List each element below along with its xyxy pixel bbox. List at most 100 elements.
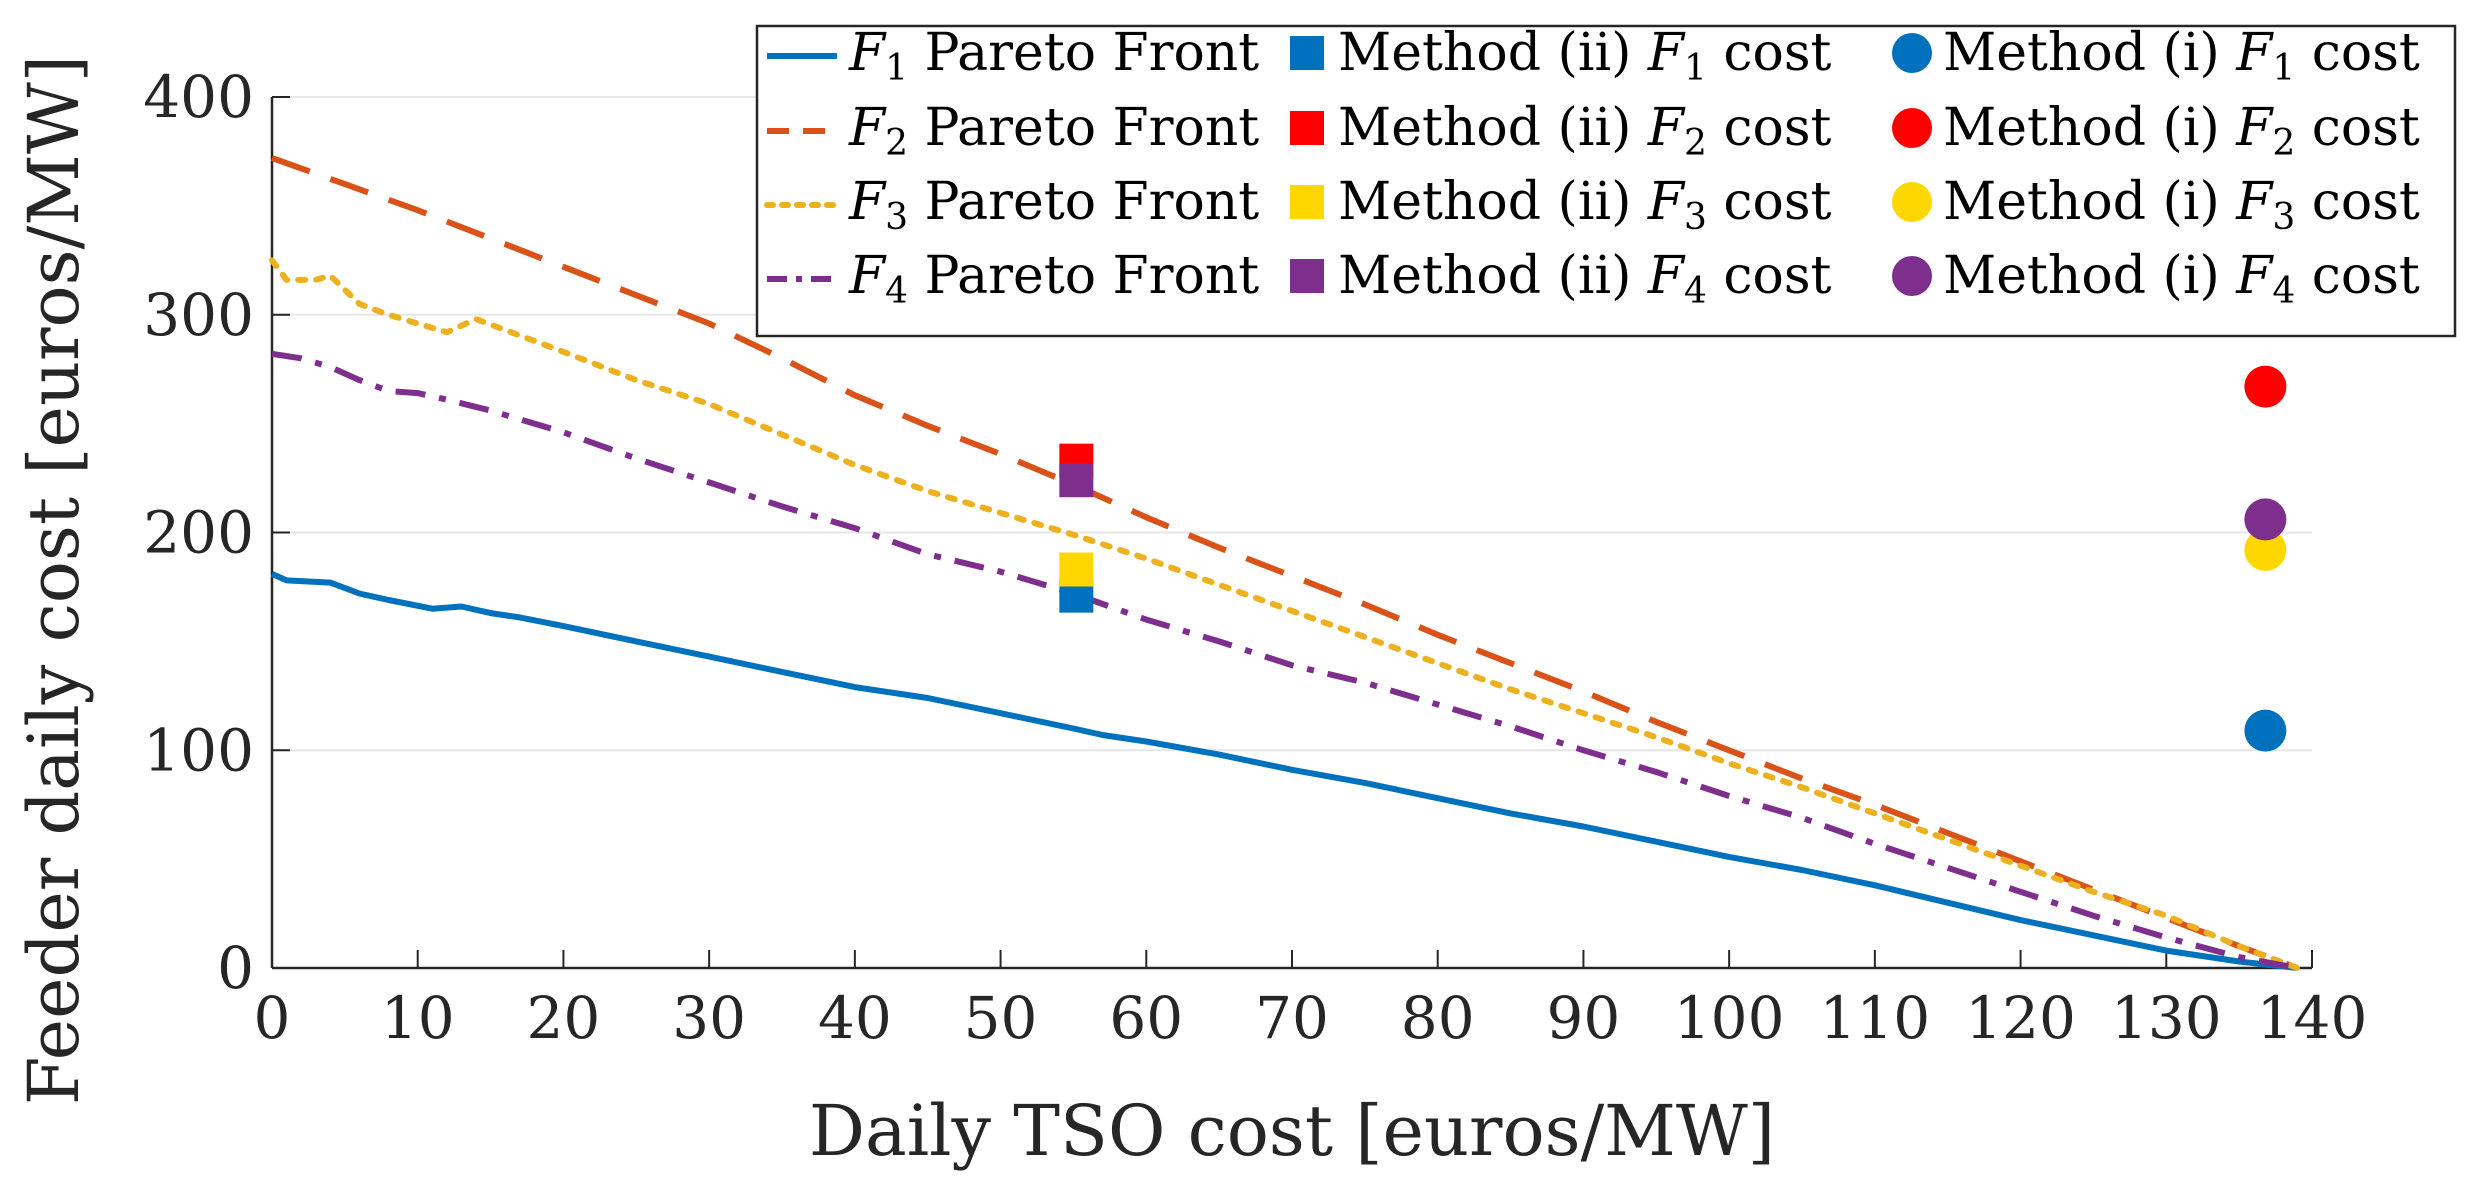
- legend-text-part: 3: [885, 197, 908, 238]
- legend-text-part: Method (ii): [1338, 172, 1648, 232]
- legend-label-series-3: F3 Pareto Front: [848, 172, 1259, 238]
- x-axis-title: Daily TSO cost [euros/MW]: [809, 1090, 1775, 1172]
- legend-text-part: 3: [1684, 197, 1707, 238]
- legend-text-part: F: [2235, 23, 2274, 83]
- legend-text-part: 1: [2272, 48, 2295, 89]
- legend-text-part: F: [848, 172, 887, 232]
- x-tick-label: 140: [2257, 984, 2368, 1052]
- legend-text-part: Pareto Front: [908, 98, 1259, 158]
- legend-text-part: 4: [885, 271, 908, 312]
- series-line-1: [270, 571, 2298, 971]
- legend-swatch-circle-1: [1892, 33, 1932, 73]
- marker-layer: [1059, 365, 2287, 752]
- legend-text-part: Method (i): [1943, 98, 2236, 158]
- x-tick-label: 80: [1401, 984, 1475, 1052]
- x-tick-label: 130: [2111, 984, 2222, 1052]
- y-tick-label: 300: [143, 281, 254, 349]
- marker-circle-2: [2244, 365, 2287, 408]
- legend-text-part: cost: [2295, 98, 2420, 158]
- legend-text-part: Pareto Front: [908, 23, 1259, 83]
- legend-label-marker-circle-1: Method (i) F1 cost: [1943, 23, 2420, 89]
- legend-text-part: 4: [2272, 271, 2295, 312]
- legend-text-part: Method (ii): [1338, 23, 1648, 83]
- marker-circle-4: [2244, 498, 2287, 541]
- legend-text-part: cost: [1707, 246, 1832, 306]
- legend-swatch-square-1: [1290, 36, 1324, 70]
- y-tick-label: 200: [143, 499, 254, 567]
- legend-text-part: F: [848, 98, 887, 158]
- legend-swatch-square-3: [1290, 185, 1324, 219]
- legend-text-part: F: [1647, 172, 1686, 232]
- legend-text-part: 2: [885, 123, 908, 164]
- x-tick-label: 60: [1109, 984, 1183, 1052]
- legend-text-part: cost: [1707, 172, 1832, 232]
- legend-label-series-2: F2 Pareto Front: [848, 98, 1259, 164]
- axes-layer: 0 10 20 30 40 50 60 70 80 90 100 110 120 130 140 0 100 20…: [143, 63, 2367, 1052]
- x-tick-label: 100: [1674, 984, 1785, 1052]
- legend-text-part: F: [2235, 98, 2274, 158]
- legend-swatch-square-4: [1290, 259, 1324, 293]
- legend-swatch-circle-2: [1892, 108, 1932, 148]
- legend-text-part: F: [1647, 98, 1686, 158]
- x-tick-label: 20: [527, 984, 601, 1052]
- legend-text-part: Pareto Front: [908, 246, 1259, 306]
- x-tick-label: 40: [818, 984, 892, 1052]
- legend-swatch-square-2: [1290, 111, 1324, 145]
- series-line-4: [271, 350, 2298, 971]
- legend-text-part: Method (ii): [1338, 246, 1648, 306]
- legend-label-marker-square-1: Method (ii) F1 cost: [1338, 23, 1832, 89]
- legend-label-marker-square-3: Method (ii) F3 cost: [1338, 172, 1832, 238]
- marker-square-3: [1059, 552, 1094, 587]
- legend-label-series-4: F4 Pareto Front: [848, 246, 1259, 312]
- series-line-2: [270, 155, 2299, 971]
- legend-text-part: Method (i): [1943, 172, 2236, 232]
- marker-circle-1: [2244, 709, 2287, 752]
- legend-text-part: F: [1647, 246, 1686, 306]
- legend-text-part: 2: [2272, 123, 2295, 164]
- x-tick-label: 70: [1255, 984, 1329, 1052]
- legend-label-marker-circle-2: Method (i) F2 cost: [1943, 98, 2420, 164]
- x-tick-label: 50: [964, 984, 1038, 1052]
- legend-text-part: cost: [2295, 172, 2420, 232]
- y-tick-label: 100: [143, 716, 254, 784]
- legend-text-part: Method (i): [1943, 23, 2236, 83]
- legend-text-part: Method (i): [1943, 246, 2236, 306]
- x-tick-label: 10: [381, 984, 455, 1052]
- legend-text-part: 2: [1684, 123, 1707, 164]
- x-tick-label: 30: [672, 984, 746, 1052]
- x-tick-label: 0: [254, 984, 291, 1052]
- legend-text-part: Method (ii): [1338, 98, 1648, 158]
- y-tick-label: 400: [143, 63, 254, 131]
- legend-label-marker-circle-3: Method (i) F3 cost: [1943, 172, 2420, 238]
- legend-text-part: 3: [2272, 197, 2295, 238]
- marker-square-4: [1059, 463, 1094, 498]
- legend-label-marker-square-4: Method (ii) F4 cost: [1338, 246, 1832, 312]
- legend-text-part: Pareto Front: [908, 172, 1259, 232]
- legend-swatch-circle-3: [1892, 182, 1932, 222]
- legend-text-part: cost: [2295, 23, 2420, 83]
- legend-text-part: F: [2235, 172, 2274, 232]
- legend-label-series-1: F1 Pareto Front: [848, 23, 1259, 89]
- x-tick-label: 110: [1819, 984, 1930, 1052]
- legend-text-part: F: [2235, 246, 2274, 306]
- series-line-3: [269, 257, 2301, 971]
- legend-swatch-circle-4: [1892, 256, 1932, 296]
- legend-text-part: cost: [1707, 23, 1832, 83]
- legend-label-marker-square-2: Method (ii) F2 cost: [1338, 98, 1832, 164]
- legend-label-marker-circle-4: Method (i) F4 cost: [1943, 246, 2420, 312]
- legend-text-part: F: [848, 246, 887, 306]
- legend-box: [755, 24, 2457, 338]
- legend-text-part: cost: [1707, 98, 1832, 158]
- x-tick-label: 120: [1965, 984, 2076, 1052]
- y-tick-label: 0: [217, 934, 254, 1002]
- y-axis-title: Feeder daily cost [euros/MW]: [13, 55, 95, 1105]
- legend-text-part: 1: [885, 48, 908, 89]
- legend-text-part: F: [1647, 23, 1686, 83]
- legend-text-part: F: [848, 23, 887, 83]
- marker-circle-3: [2244, 528, 2287, 571]
- legend-text-part: 1: [1684, 48, 1707, 89]
- legend-text-part: cost: [2295, 246, 2420, 306]
